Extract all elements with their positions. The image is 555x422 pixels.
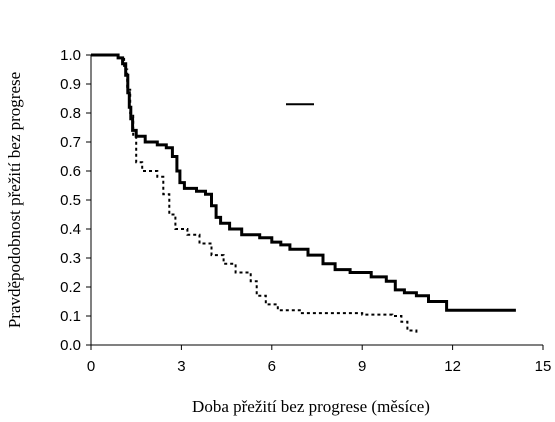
y-axis-title: Pravděpodobnost přežití bez progrese [5, 72, 24, 328]
y-tick-label: 0.4 [60, 221, 81, 238]
y-tick-label: 0.3 [60, 250, 81, 267]
x-tick-label: 3 [177, 358, 185, 375]
x-axis-title: Doba přežití bez progrese (měsíce) [192, 397, 430, 416]
y-tick-label: 0.0 [60, 337, 81, 354]
y-tick-label: 0.6 [60, 163, 81, 180]
x-tick-label: 15 [535, 358, 552, 375]
plot-area: 0.0 0.1 0.2 0.3 0.4 0.5 0.6 0.7 0.8 0.9 1.0 0 3 6 9 12 1… [60, 47, 551, 375]
x-tick-label: 9 [358, 358, 366, 375]
y-tick-label: 0.8 [60, 105, 81, 122]
y-tick-label: 0.5 [60, 192, 81, 209]
y-tick-label: 0.2 [60, 279, 81, 296]
y-tick-label: 0.7 [60, 134, 81, 151]
y-tick-label: 0.9 [60, 76, 81, 93]
y-tick-label: 0.1 [60, 308, 81, 325]
x-tick-label: 0 [87, 358, 95, 375]
series-solid-line [91, 53, 516, 312]
x-tick-label: 6 [268, 358, 276, 375]
y-tick-label: 1.0 [60, 47, 81, 64]
x-tick-label: 12 [444, 358, 461, 375]
series-dashed-line [91, 54, 418, 334]
